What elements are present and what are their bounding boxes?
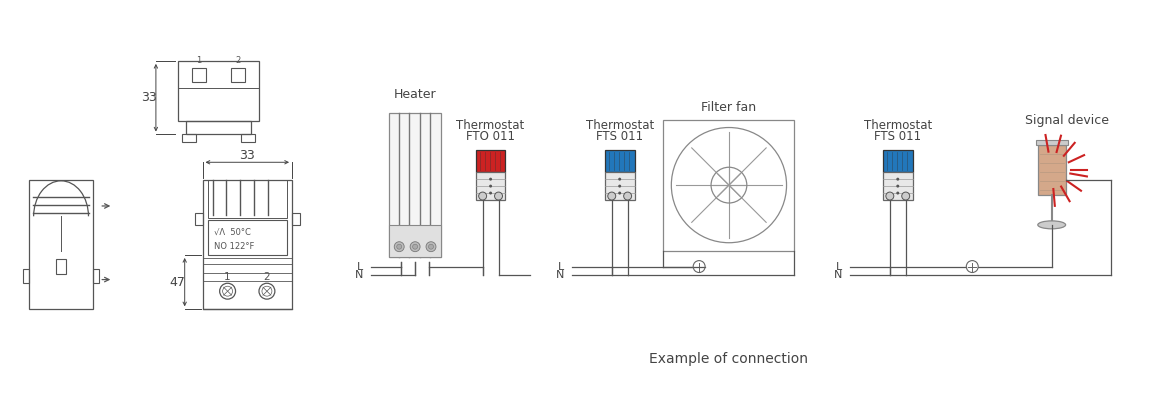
Text: N: N xyxy=(555,269,565,279)
Bar xyxy=(207,220,288,255)
Circle shape xyxy=(623,192,631,200)
Circle shape xyxy=(413,244,417,249)
Circle shape xyxy=(489,185,492,188)
Text: Thermostat: Thermostat xyxy=(585,119,654,132)
Text: L: L xyxy=(358,262,363,272)
Bar xyxy=(93,269,99,283)
Bar xyxy=(664,119,795,251)
Circle shape xyxy=(902,192,910,200)
Bar xyxy=(182,134,196,143)
Circle shape xyxy=(619,178,621,181)
Text: FTS 011: FTS 011 xyxy=(596,130,643,143)
Bar xyxy=(185,121,251,134)
Text: Signal device: Signal device xyxy=(1025,114,1109,127)
Bar xyxy=(292,213,300,225)
Bar xyxy=(194,213,202,225)
Bar xyxy=(476,172,506,200)
Circle shape xyxy=(489,178,492,181)
Bar xyxy=(207,180,288,218)
Text: 33: 33 xyxy=(239,149,255,162)
Ellipse shape xyxy=(1037,221,1066,229)
Bar xyxy=(883,172,913,200)
Text: 33: 33 xyxy=(141,91,156,104)
Circle shape xyxy=(886,192,894,200)
Bar xyxy=(231,68,245,82)
Circle shape xyxy=(397,244,401,249)
Text: L: L xyxy=(558,262,565,272)
Circle shape xyxy=(478,192,486,200)
Text: Filter fan: Filter fan xyxy=(702,101,757,114)
Bar xyxy=(390,113,440,257)
Text: √Λ  50°C: √Λ 50°C xyxy=(215,228,252,237)
Bar xyxy=(56,258,66,275)
Circle shape xyxy=(619,185,621,188)
Bar xyxy=(605,150,635,172)
Text: 2: 2 xyxy=(263,272,270,282)
Text: N: N xyxy=(355,269,363,279)
Text: 1: 1 xyxy=(224,272,231,282)
Text: Thermostat: Thermostat xyxy=(864,119,932,132)
Text: NO 122°F: NO 122°F xyxy=(215,242,255,251)
Bar xyxy=(192,68,206,82)
Text: 1: 1 xyxy=(196,56,201,65)
Circle shape xyxy=(619,192,621,194)
Text: Example of connection: Example of connection xyxy=(650,352,808,366)
Text: N: N xyxy=(834,269,842,279)
Bar xyxy=(390,225,440,257)
Circle shape xyxy=(429,244,434,249)
Circle shape xyxy=(607,192,615,200)
Text: 2: 2 xyxy=(236,56,242,65)
Circle shape xyxy=(896,192,899,194)
Bar xyxy=(202,180,292,309)
Text: L: L xyxy=(836,262,842,272)
Bar xyxy=(178,61,259,121)
Circle shape xyxy=(426,242,436,252)
Circle shape xyxy=(411,242,420,252)
Circle shape xyxy=(896,185,899,188)
Text: Heater: Heater xyxy=(393,88,436,101)
Circle shape xyxy=(394,242,404,252)
Circle shape xyxy=(896,178,899,181)
Bar xyxy=(605,172,635,200)
Text: FTO 011: FTO 011 xyxy=(466,130,515,143)
Circle shape xyxy=(494,192,503,200)
Text: FTS 011: FTS 011 xyxy=(874,130,921,143)
Bar xyxy=(476,150,506,172)
Bar xyxy=(242,134,255,143)
Text: Thermostat: Thermostat xyxy=(457,119,524,132)
Text: 47: 47 xyxy=(170,276,185,289)
Bar xyxy=(1036,141,1067,145)
Bar xyxy=(29,180,93,309)
Bar xyxy=(1037,145,1066,195)
Bar xyxy=(883,150,913,172)
Bar xyxy=(23,269,29,283)
Circle shape xyxy=(489,192,492,194)
